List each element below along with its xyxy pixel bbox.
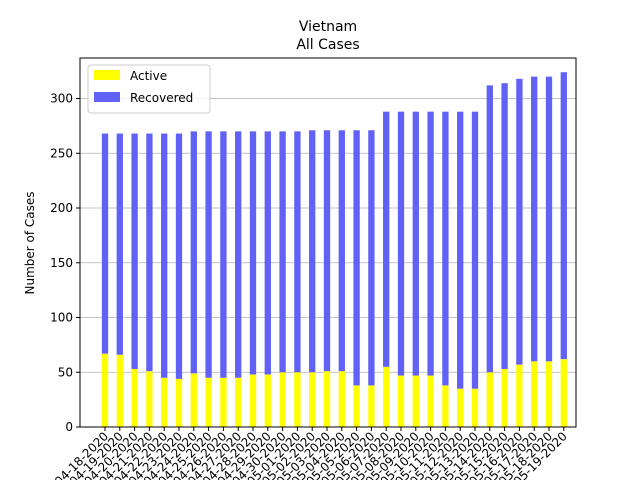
bar-active [249, 374, 257, 427]
y-tick-label: 50 [58, 365, 73, 379]
bar-active [412, 375, 419, 427]
bar-recovered [175, 133, 183, 379]
bar-recovered [205, 131, 212, 378]
y-tick-label: 200 [50, 201, 73, 215]
legend-label-active: Active [130, 69, 167, 83]
legend: Active Recovered [87, 64, 211, 114]
bar-recovered [235, 131, 242, 378]
y-tick-label: 100 [50, 311, 73, 325]
bar-recovered [471, 111, 479, 389]
bar-recovered [146, 133, 153, 372]
bar-active [279, 372, 286, 427]
bar-active [531, 361, 538, 427]
bar-recovered [531, 76, 538, 362]
y-axis: 0 50 100 150 200 250 300 [50, 92, 80, 434]
bar-active [190, 373, 197, 427]
bar-active [205, 377, 212, 427]
bar-active [383, 366, 390, 427]
bar-recovered [279, 131, 286, 373]
bar-active [486, 372, 493, 427]
y-tick-label: 150 [50, 256, 73, 270]
bar-active [131, 368, 138, 427]
bar-recovered [220, 131, 227, 378]
bar-active [235, 377, 242, 427]
bar-active [146, 371, 153, 427]
bar-recovered [101, 133, 109, 354]
y-tick-label: 300 [50, 92, 73, 106]
bar-active [442, 385, 449, 427]
bar-recovered [249, 131, 257, 375]
bar-recovered [442, 111, 449, 386]
bar-recovered [383, 111, 390, 367]
bar-recovered [353, 130, 360, 386]
legend-label-recovered: Recovered [130, 91, 193, 105]
bar-active [545, 361, 553, 427]
bar-active [560, 359, 567, 427]
bar-recovered [161, 133, 168, 378]
chart-title: Vietnam [299, 19, 357, 35]
bar-recovered [427, 111, 434, 376]
bar-active [294, 372, 301, 427]
bar-active [368, 385, 375, 427]
bar-recovered [545, 76, 553, 362]
chart-subtitle: All Cases [296, 37, 359, 53]
bar-active [323, 371, 331, 427]
bar-active [457, 388, 464, 427]
y-tick-label: 250 [50, 146, 73, 160]
bar-active [338, 371, 345, 427]
bar-recovered [516, 78, 523, 365]
bar-active [471, 388, 479, 427]
bar-active [220, 377, 227, 427]
y-tick-label: 0 [65, 420, 73, 434]
bar-recovered [190, 131, 197, 374]
bar-recovered [323, 130, 331, 372]
bar-active [516, 364, 523, 427]
bar-active [309, 372, 316, 427]
bar-recovered [338, 130, 345, 372]
bar-recovered [412, 111, 419, 376]
bar-active [161, 377, 168, 427]
plot-frame [79, 57, 577, 428]
bar-active [101, 353, 109, 427]
bar-recovered [457, 111, 464, 389]
bar-recovered [131, 133, 138, 369]
bar-active [353, 385, 360, 427]
bar-active [264, 374, 271, 427]
bars [101, 72, 567, 427]
legend-swatch-recovered [94, 92, 120, 102]
bar-recovered [397, 111, 405, 376]
bar-recovered [116, 133, 123, 355]
legend-swatch-active [94, 70, 120, 80]
bar-recovered [560, 72, 567, 360]
bar-active [397, 375, 405, 427]
bar-active [116, 354, 123, 427]
bar-active [427, 375, 434, 427]
bar-active [501, 368, 508, 427]
bar-recovered [486, 85, 493, 373]
bar-recovered [501, 83, 508, 369]
bar-recovered [264, 131, 271, 375]
bar-recovered [368, 130, 375, 386]
bar-recovered [294, 131, 301, 373]
bar-active [175, 378, 183, 427]
bar-recovered [309, 130, 316, 373]
y-axis-label: Number of Cases [23, 191, 37, 294]
